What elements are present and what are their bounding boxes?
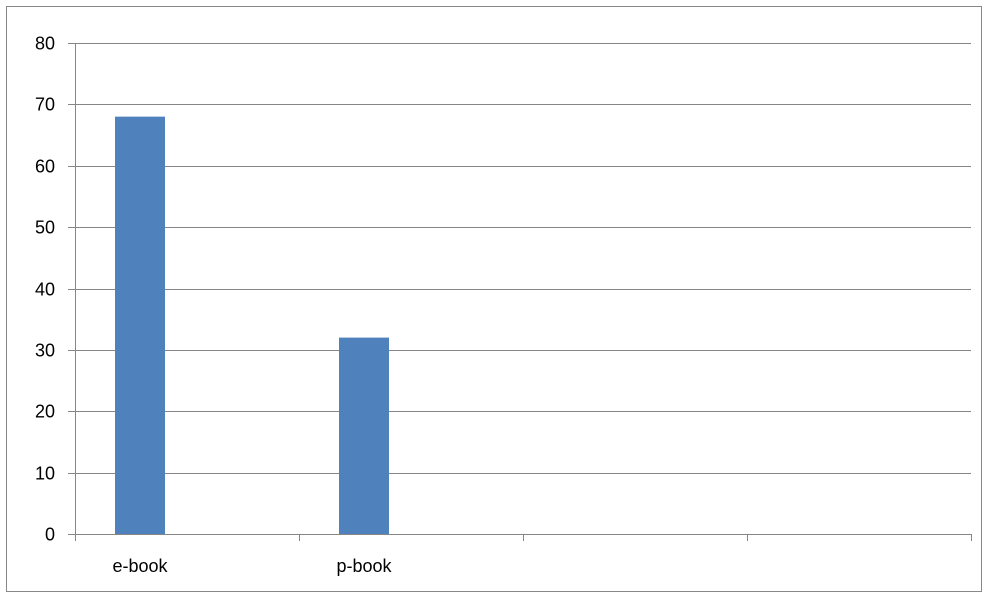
y-tick-label: 30	[35, 341, 55, 361]
bar-p-book	[339, 337, 389, 534]
y-tick-label: 60	[35, 157, 55, 177]
x-tick-label: p-book	[336, 556, 392, 576]
x-tick-label: e-book	[112, 556, 168, 576]
y-tick-label: 0	[45, 525, 55, 545]
y-tick-label: 20	[35, 402, 55, 422]
gridlines	[75, 43, 971, 474]
bar-e-book	[115, 116, 165, 535]
y-tick-label: 80	[35, 34, 55, 54]
y-tick-label: 70	[35, 95, 55, 115]
y-tick-label: 40	[35, 280, 55, 300]
y-tick-label: 10	[35, 464, 55, 484]
axes	[68, 43, 972, 541]
x-tick-labels: e-book p-book	[112, 556, 392, 576]
y-tick-labels: 0 10 20 30 40 50 60 70 80	[35, 34, 55, 545]
y-tick-label: 50	[35, 218, 55, 238]
chart-frame	[6, 6, 982, 592]
bars	[115, 116, 389, 535]
